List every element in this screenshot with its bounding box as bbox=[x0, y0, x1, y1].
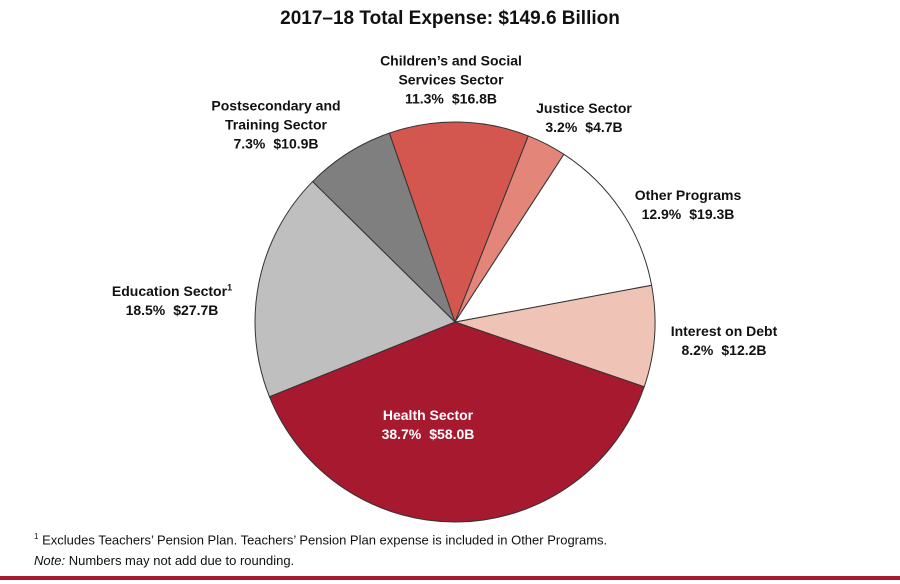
amount-label: $16.8B bbox=[451, 90, 498, 107]
note: Note: Numbers may not add due to roundin… bbox=[34, 553, 294, 568]
chart-title: 2017–18 Total Expense: $149.6 Billion bbox=[280, 8, 620, 29]
category-name: Interest on Debt bbox=[649, 322, 799, 341]
footnote-text: Excludes Teachers’ Pension Plan. Teacher… bbox=[42, 532, 608, 548]
footnote-marker: 1 bbox=[34, 532, 39, 541]
pie-slice bbox=[254, 180, 456, 398]
category-name: Justice Sector bbox=[514, 99, 654, 118]
category-text: Interest on Debt bbox=[670, 323, 778, 339]
category-text: Children’s and Social Services Sector bbox=[380, 52, 522, 88]
category-name: Other Programs bbox=[608, 186, 768, 205]
category-text: Postsecondary and Training Sector bbox=[211, 97, 341, 133]
note-text: Numbers may not add due to rounding. bbox=[68, 553, 295, 568]
percent-label: 3.2% bbox=[545, 119, 578, 135]
pie-slice bbox=[453, 284, 656, 388]
pie-slice bbox=[388, 121, 529, 324]
percent-label: 18.5% bbox=[125, 302, 166, 318]
value-line: 11.3% $16.8B bbox=[364, 90, 539, 109]
category-name: Health Sector bbox=[328, 406, 528, 425]
value-line: 8.2% $12.2B bbox=[649, 341, 799, 360]
category-name: Education Sector1 bbox=[72, 282, 272, 301]
amount-label: $12.2B bbox=[721, 342, 767, 358]
amount-label: $19.3B bbox=[689, 206, 735, 222]
note-label: Note: bbox=[34, 553, 66, 568]
footnote-marker: 1 bbox=[227, 282, 233, 293]
category-text: Justice Sector bbox=[536, 100, 632, 116]
amount-label: $27.7B bbox=[173, 302, 219, 318]
category-name: Children’s and Social Services Sector bbox=[364, 52, 539, 90]
category-text: Education Sector bbox=[111, 283, 228, 299]
slice-label: Interest on Debt 8.2% $12.2B bbox=[649, 322, 799, 360]
slice-label: Other Programs 12.9% $19.3B bbox=[608, 186, 768, 224]
percent-label: 11.3% bbox=[404, 90, 444, 107]
category-name: Postsecondary and Training Sector bbox=[194, 97, 359, 135]
amount-label: $10.9B bbox=[273, 135, 319, 152]
value-line: 7.3% $10.9B bbox=[194, 135, 359, 154]
value-line: 12.9% $19.3B bbox=[608, 205, 768, 224]
amount-label: $58.0B bbox=[429, 426, 475, 442]
percent-label: 8.2% bbox=[681, 342, 714, 358]
bottom-rule bbox=[0, 576, 900, 580]
percent-label: 38.7% bbox=[381, 426, 422, 442]
value-line: 3.2% $4.7B bbox=[514, 118, 654, 137]
pie-slice bbox=[453, 153, 653, 323]
footnote: 1 Excludes Teachers’ Pension Plan. Teach… bbox=[34, 532, 607, 547]
slice-label: Justice Sector 3.2% $4.7B bbox=[514, 99, 654, 137]
percent-label: 12.9% bbox=[641, 206, 682, 222]
slice-label: Health Sector 38.7% $58.0B bbox=[328, 406, 528, 444]
slice-label: Education Sector1 18.5% $27.7B bbox=[72, 282, 272, 320]
slice-label: Children’s and Social Services Sector 11.… bbox=[364, 52, 539, 109]
value-line: 18.5% $27.7B bbox=[72, 301, 272, 320]
slice-label: Postsecondary and Training Sector 7.3% $10… bbox=[194, 97, 359, 154]
value-line: 38.7% $58.0B bbox=[328, 425, 528, 444]
category-text: Health Sector bbox=[382, 407, 474, 423]
pie-slice bbox=[268, 321, 645, 523]
category-text: Other Programs bbox=[634, 187, 742, 203]
amount-label: $4.7B bbox=[585, 119, 623, 135]
percent-label: 7.3% bbox=[233, 135, 266, 152]
